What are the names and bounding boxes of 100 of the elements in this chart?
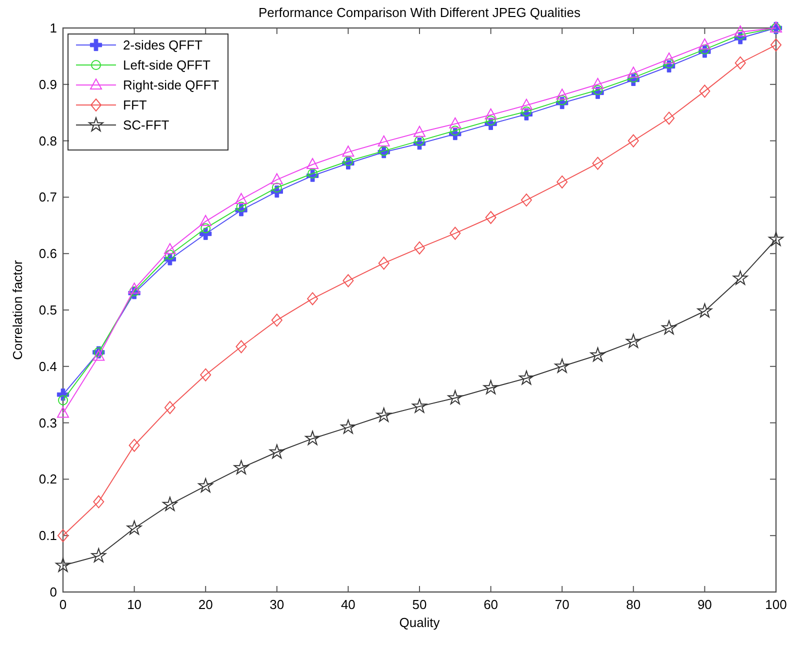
point (128, 438, 140, 452)
point (734, 56, 746, 70)
x-tick-label: 70 (554, 597, 570, 612)
point (235, 192, 248, 204)
point (557, 95, 568, 106)
point (200, 223, 211, 234)
x-tick-label: 30 (270, 597, 284, 612)
point (57, 406, 69, 418)
x-tick-label: 40 (340, 597, 356, 612)
point (518, 370, 534, 385)
point (450, 226, 461, 240)
point (58, 529, 68, 542)
x-axis-title: Quality (399, 615, 440, 630)
point (234, 460, 249, 474)
y-tick-label: 0.9 (38, 76, 57, 92)
point (272, 182, 282, 193)
point (164, 250, 175, 260)
point (414, 241, 425, 254)
point (236, 202, 246, 212)
legend-label: Right-side QFFT (123, 78, 220, 92)
point (590, 347, 606, 362)
point (414, 136, 424, 146)
point (448, 390, 463, 404)
point (699, 84, 710, 98)
point (198, 478, 214, 492)
point (305, 430, 320, 446)
point (556, 88, 568, 100)
point (449, 117, 462, 128)
point (662, 320, 677, 334)
point (485, 211, 496, 224)
y-tick-label: 0.6 (38, 246, 57, 262)
point (592, 156, 604, 170)
point (520, 98, 532, 110)
point (164, 401, 176, 414)
point (770, 38, 782, 52)
x-tick-label: 60 (484, 597, 498, 612)
chart-title: Performance Comparison With Different JPEG Qualities (258, 5, 581, 20)
point (236, 340, 247, 354)
legend-label: Left-side QFFT (123, 58, 210, 72)
point (129, 286, 140, 296)
point (732, 270, 748, 285)
y-tick-label: 0 (50, 584, 57, 600)
point (556, 175, 568, 188)
point (768, 232, 784, 246)
point (700, 44, 710, 54)
y-tick-label: 0.2 (38, 472, 57, 487)
point (628, 72, 638, 83)
point (308, 168, 318, 179)
point (200, 214, 212, 226)
point (91, 548, 106, 562)
y-tick-label: 1 (50, 20, 57, 36)
point (735, 30, 746, 40)
x-tick-label: 10 (127, 597, 142, 612)
point (92, 350, 105, 361)
point (628, 134, 639, 148)
point (664, 112, 675, 125)
x-tick-label: 80 (626, 597, 641, 612)
point (342, 274, 354, 288)
point (340, 420, 356, 434)
point (520, 194, 532, 207)
point (486, 115, 496, 126)
point (627, 66, 640, 78)
point (378, 256, 390, 270)
point (128, 282, 140, 294)
point (697, 303, 712, 318)
point (378, 135, 390, 146)
x-tick-label: 90 (697, 597, 712, 612)
point (592, 78, 604, 89)
point (484, 108, 497, 120)
point (307, 292, 318, 306)
legend-label: 2-sides QFFT (123, 38, 203, 52)
x-tick-label: 50 (412, 597, 427, 612)
point (93, 495, 104, 508)
y-tick-label: 0.3 (38, 415, 57, 430)
point (521, 106, 532, 116)
point (412, 398, 427, 413)
point (58, 395, 68, 406)
point (554, 358, 570, 373)
x-tick-label: 100 (765, 597, 787, 612)
point (414, 126, 426, 137)
x-tick-label: 20 (198, 597, 213, 612)
x-tick-label: 0 (59, 597, 67, 612)
point (734, 25, 746, 36)
point (271, 314, 282, 327)
point (126, 520, 142, 535)
point (200, 368, 212, 382)
point (626, 334, 641, 348)
y-tick-label: 0.8 (38, 133, 57, 148)
y-tick-label: 0.4 (38, 358, 57, 374)
point (306, 158, 319, 169)
point (698, 38, 711, 50)
point (343, 156, 354, 166)
point (664, 58, 674, 69)
point (376, 408, 392, 422)
point (483, 380, 498, 394)
point (663, 52, 676, 64)
point (378, 146, 389, 156)
y-tick-label: 0.1 (38, 528, 57, 544)
point (164, 243, 176, 254)
point (270, 173, 283, 184)
